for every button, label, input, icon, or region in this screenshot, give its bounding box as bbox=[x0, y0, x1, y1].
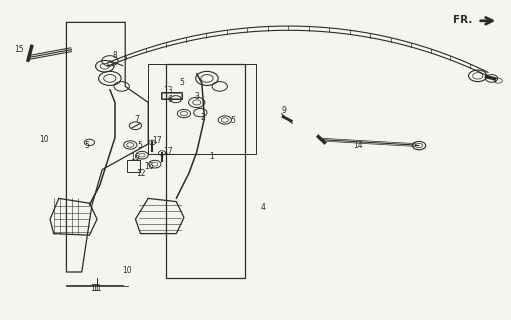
Text: 17: 17 bbox=[163, 147, 172, 156]
Text: 3: 3 bbox=[194, 92, 199, 100]
Bar bbox=[127, 160, 140, 172]
Text: 8: 8 bbox=[112, 51, 118, 60]
Text: 5: 5 bbox=[230, 116, 235, 125]
Text: 9: 9 bbox=[281, 106, 286, 115]
Text: 5: 5 bbox=[84, 141, 89, 150]
Text: 2: 2 bbox=[200, 113, 205, 122]
Text: 4: 4 bbox=[261, 203, 266, 212]
Text: 7: 7 bbox=[134, 115, 140, 124]
Text: 11: 11 bbox=[90, 284, 99, 293]
Bar bbox=[162, 93, 181, 98]
Text: 16: 16 bbox=[131, 153, 140, 162]
Text: 15: 15 bbox=[15, 45, 24, 54]
Text: 12: 12 bbox=[136, 169, 145, 178]
Text: 1: 1 bbox=[210, 152, 215, 161]
Text: FR.: FR. bbox=[453, 15, 472, 25]
Text: 11: 11 bbox=[92, 284, 102, 293]
Text: 5: 5 bbox=[137, 141, 142, 150]
Text: 10: 10 bbox=[122, 266, 131, 275]
Text: 13: 13 bbox=[163, 86, 172, 95]
Bar bbox=[161, 92, 182, 99]
Bar bbox=[166, 64, 245, 278]
Text: 14: 14 bbox=[353, 141, 362, 150]
Text: 10: 10 bbox=[40, 135, 49, 144]
Bar bbox=[148, 64, 256, 154]
Text: 16: 16 bbox=[145, 162, 154, 171]
Text: 5: 5 bbox=[179, 78, 184, 87]
Text: 17: 17 bbox=[153, 136, 162, 145]
Text: 6: 6 bbox=[167, 95, 172, 104]
